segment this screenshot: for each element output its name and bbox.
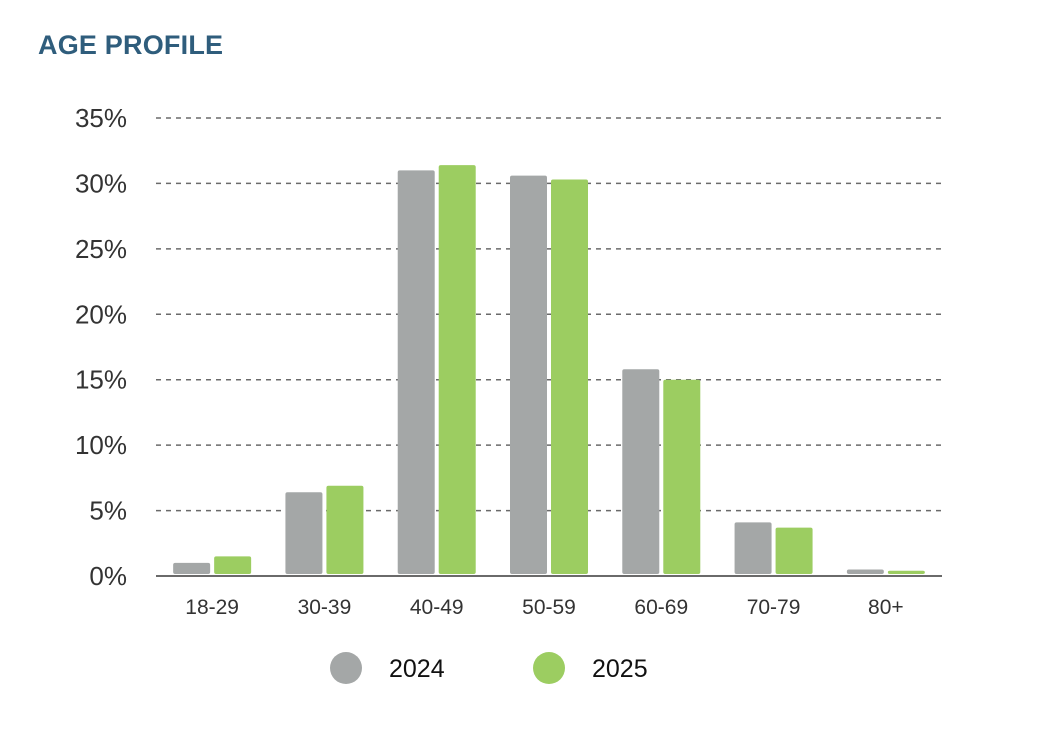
bar-2024-60-69 [622,369,660,574]
bar-2025-50-59 [551,179,588,574]
y-tick-label: 0% [89,561,127,591]
y-axis-ticks: 0% 5% 10% 15% 20% 25% 30% 35% [75,103,127,591]
x-tick-label: 18-29 [185,596,239,619]
bar-2025-40-49 [438,165,476,574]
y-tick-label: 25% [75,234,127,264]
bar-2025-70-79 [775,527,813,574]
bar-2024-18-29 [173,562,211,574]
bars [173,165,925,575]
y-tick-label: 15% [75,365,127,395]
bar-2025-18-29 [214,556,252,574]
y-tick-label: 30% [75,168,127,198]
x-tick-label: 30-39 [298,596,352,619]
bar-2024-50-59 [510,175,547,574]
chart-title: AGE PROFILE [38,30,224,60]
bar-2024-40-49 [397,170,435,575]
x-tick-label: 50-59 [522,596,576,619]
legend-marker-2024 [330,652,362,684]
bar-2024-70-79 [734,522,772,574]
y-tick-label: 20% [75,299,127,329]
legend-label-2025: 2025 [592,655,648,683]
bar-2024-30-39 [285,492,323,574]
y-tick-label: 10% [75,430,127,460]
bar-2025-80+ [887,570,925,574]
bar-2025-60-69 [663,379,701,574]
y-tick-label: 35% [75,103,127,133]
legend-marker-2025 [533,652,565,684]
bar-2025-30-39 [326,485,364,574]
x-tick-label: 70-79 [747,596,801,619]
legend: 2024 2025 [330,652,648,684]
y-tick-label: 5% [89,496,127,526]
grid-lines [156,117,942,512]
x-tick-label: 80+ [868,596,904,619]
x-tick-label: 60-69 [634,596,688,619]
bar-2024-80+ [846,569,884,574]
legend-label-2024: 2024 [389,655,445,683]
x-tick-label: 40-49 [410,596,464,619]
x-axis-ticks: 18-29 30-39 40-49 50-59 60-69 70-79 80+ [185,596,903,619]
